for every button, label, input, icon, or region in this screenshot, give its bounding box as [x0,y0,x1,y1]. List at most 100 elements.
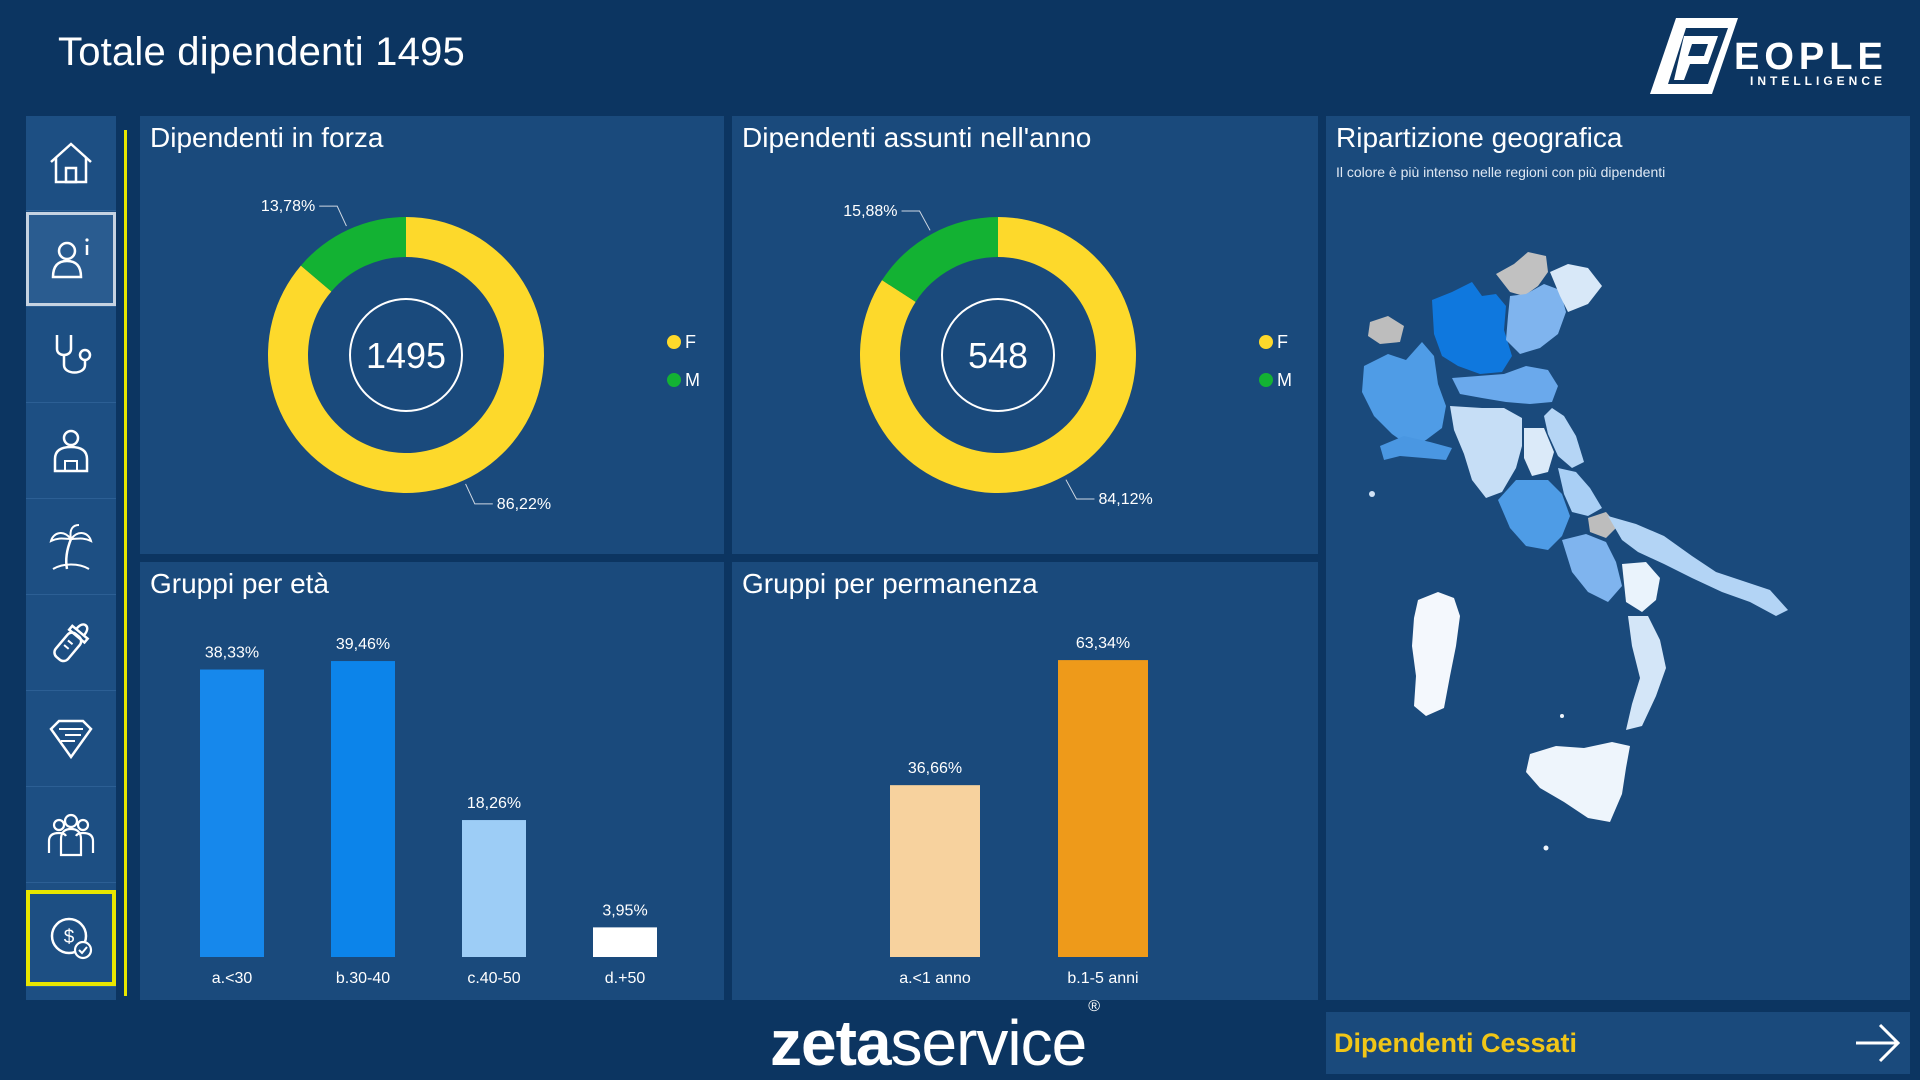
sidebar-item-team[interactable] [26,788,116,883]
map-region-liguria[interactable] [1380,436,1452,460]
map-region-umbria[interactable] [1524,428,1554,476]
bar-2[interactable] [462,820,526,957]
map-region-lazio[interactable] [1498,480,1570,550]
legend-label: M [685,370,700,390]
map-region-abruzzo[interactable] [1558,468,1602,516]
bar-3[interactable] [593,927,657,957]
bar-0[interactable] [200,669,264,957]
donut-leader-line [901,210,931,231]
brand-bold: zeta [770,1007,891,1079]
sidebar-item-ferie[interactable] [26,500,116,595]
map-region-sardegna[interactable] [1412,592,1460,716]
map-region-piemonte[interactable] [1362,342,1446,448]
donut-leader-line [319,205,347,227]
sidebar-item-benefit[interactable] [26,692,116,787]
map-region-toscana[interactable] [1450,406,1522,498]
sidebar-item-costi[interactable]: $ [26,890,116,987]
logo-mark-icon [1650,18,1738,94]
bar-1[interactable] [331,661,395,957]
sidebar-item-maternita[interactable] [26,596,116,691]
sidebar-item-anagrafica[interactable] [26,212,116,307]
map-island-malta [1543,845,1549,851]
bar-value-label: 36,66% [908,760,962,777]
logo-subtitle: INTELLIGENCE [1750,74,1887,88]
panel-title: Dipendenti assunti nell'anno [742,122,1092,153]
map-region-friuli[interactable] [1550,264,1602,312]
map-region-puglia[interactable] [1608,516,1788,616]
arrow-right-icon[interactable] [1854,1020,1902,1066]
legend-label: F [1277,332,1288,352]
map-region-trentino[interactable] [1496,252,1548,296]
bar-category-label: b.1-5 anni [1067,970,1138,987]
donut-slice-m[interactable] [300,217,406,292]
sidebar-item-salute[interactable] [26,308,116,403]
bar-chart-eta: 38,33% a.<30 39,46% b.30-40 18,26% c.40-50 3,9… [200,636,657,987]
sidebar-item-home[interactable] [26,116,116,211]
logo-word: EOPLE [1734,36,1888,78]
bar-category-label: c.40-50 [467,970,520,987]
svg-text:$: $ [64,927,75,948]
brand-registered-mark: ® [1088,997,1100,1015]
donut-chart-forza: 1495 86,22% 13,78% FM [261,198,700,513]
bar-1[interactable] [1058,660,1148,957]
donut-slice-m[interactable] [882,217,998,302]
donut-leader-line [465,483,493,505]
panel-gruppi-per-eta: Gruppi per età 38,33% a.<30 39,46% b.30-40 1… [140,562,724,1000]
team-icon [47,813,95,857]
baby-bottle-icon [53,623,90,663]
sidebar-nav: $ [26,116,116,1000]
map-region-basilicata[interactable] [1622,562,1660,612]
panel-gruppi-per-permanenza: Gruppi per permanenza 36,66% a.<1 anno 63,… [732,562,1318,1000]
map-region-valle-d-aosta[interactable] [1368,316,1404,344]
map-region-campania[interactable] [1562,534,1622,602]
bar-0[interactable] [890,785,980,957]
panel-title: Ripartizione geografica [1336,122,1623,153]
panel-title: Dipendenti in forza [150,122,384,153]
map-island-eolie [1560,714,1564,718]
map-region-marche[interactable] [1544,408,1584,468]
map-island-elba [1369,491,1375,497]
donut-data-label: 86,22% [497,496,551,513]
legend-swatch-f [1259,335,1273,349]
bar-value-label: 18,26% [467,795,521,812]
legend-swatch-m [1259,373,1273,387]
people-intelligence-logo: EOPLE INTELLIGENCE [1650,18,1910,96]
map-region-calabria[interactable] [1626,616,1666,730]
bar-category-label: a.<30 [212,970,253,987]
brand-thin: service [890,1007,1088,1079]
donut-inner-ring [349,298,463,412]
bar-category-label: a.<1 anno [899,970,971,987]
legend-label: M [1277,370,1292,390]
donut-center-value: 1495 [366,335,446,376]
bar-value-label: 38,33% [205,645,259,662]
donut-data-label: 84,12% [1098,491,1152,508]
worker-icon [53,429,89,473]
map-region-lombardia[interactable] [1432,282,1512,374]
page-title: Totale dipendenti 1495 [58,30,465,74]
panel-subtitle: Il colore è più intenso nelle regioni co… [1336,164,1666,180]
donut-data-label: 15,88% [843,203,897,220]
donut-chart-assunti: 548 84,12% 15,88% FM [843,203,1292,508]
panel-dipendenti-assunti: Dipendenti assunti nell'anno 548 84,12% 1… [732,116,1318,554]
map-region-sicilia[interactable] [1526,742,1630,822]
map-region-emilia-romagna[interactable] [1452,366,1558,404]
sidebar-item-lavoratore[interactable] [26,404,116,499]
zetaservice-logo: zetaservice® [770,998,1190,1079]
legend-label: F [685,332,696,352]
sidebar-divider [124,130,127,996]
stethoscope-icon [55,335,92,374]
donut-inner-ring [941,298,1055,412]
bar-chart-permanenza: 36,66% a.<1 anno 63,34% b.1-5 anni [890,635,1148,987]
map-region-veneto[interactable] [1506,284,1566,354]
panel-ripartizione-geografica: Ripartizione geografica Il colore è più … [1326,116,1910,1000]
cessati-label: Dipendenti Cessati [1334,1028,1578,1058]
palm-tree-icon [49,524,93,570]
italy-map[interactable] [1326,116,1910,1000]
dipendenti-cessati-button[interactable]: Dipendenti Cessati [1326,1012,1910,1074]
bar-value-label: 63,34% [1076,635,1130,652]
bar-value-label: 3,95% [602,902,647,919]
bar-category-label: d.+50 [605,970,646,987]
donut-data-label: 13,78% [261,198,315,215]
donut-center-value: 548 [968,335,1028,376]
